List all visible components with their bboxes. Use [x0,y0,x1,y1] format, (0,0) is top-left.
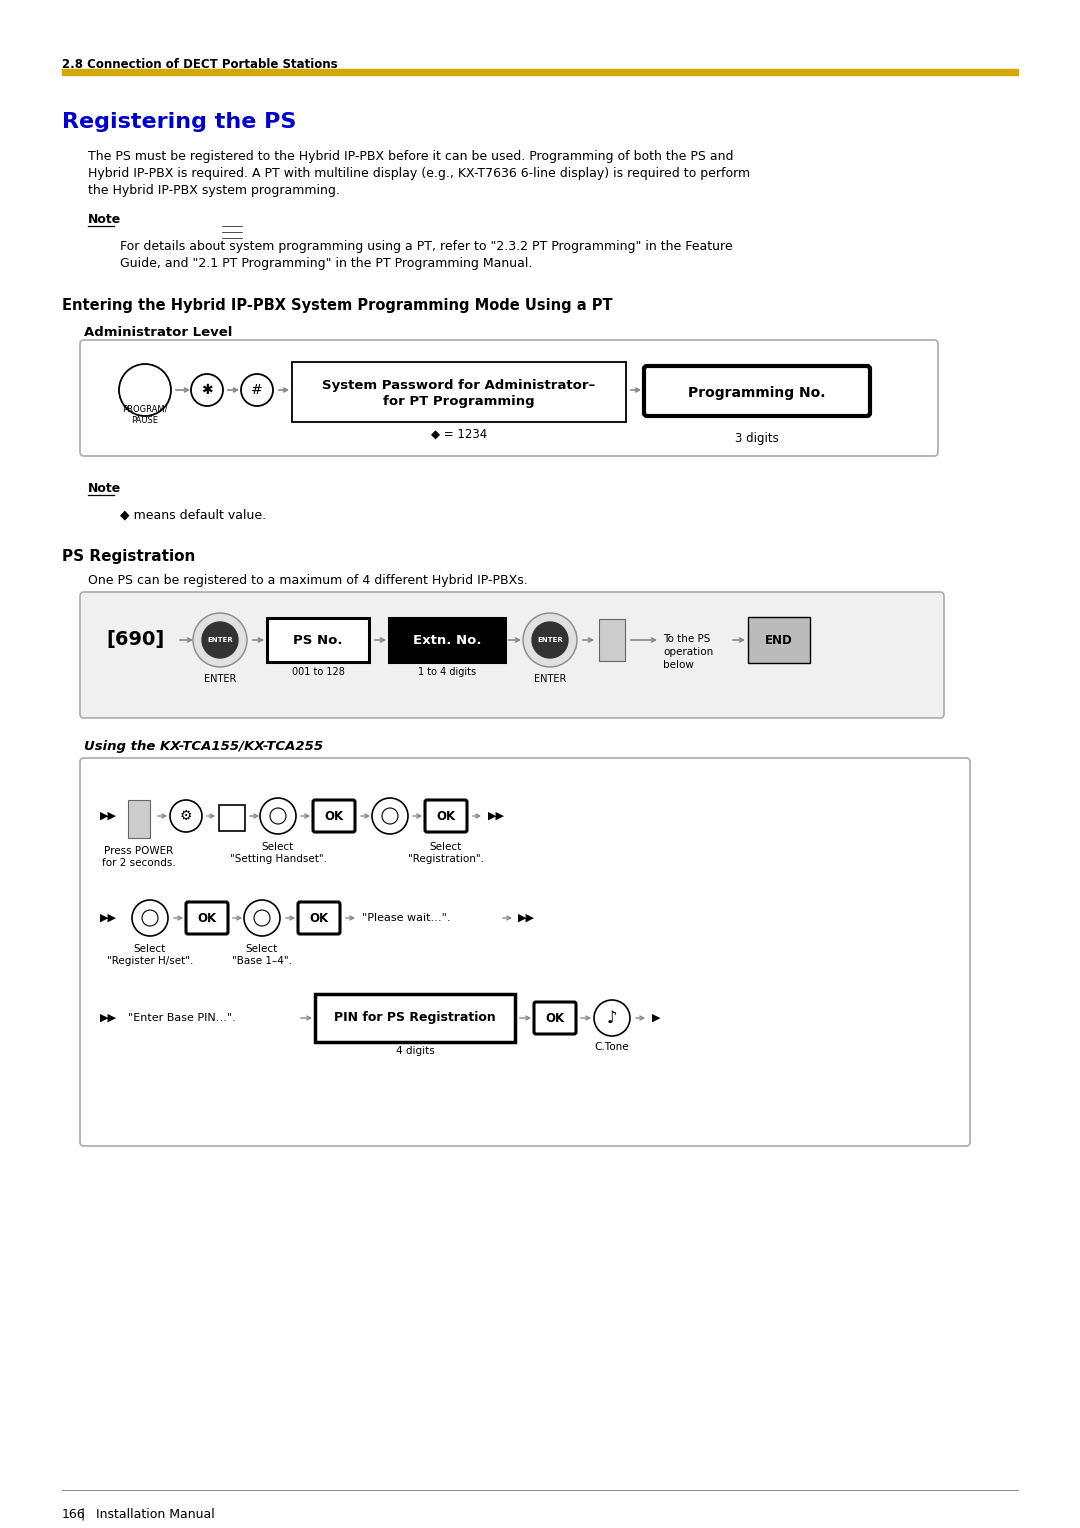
Text: To the PS
operation
below: To the PS operation below [663,634,713,669]
FancyBboxPatch shape [292,362,626,422]
Text: 4 digits: 4 digits [395,1047,434,1056]
Text: Note: Note [87,481,121,495]
Text: OK: OK [310,912,328,924]
Text: ▶▶: ▶▶ [518,914,535,923]
Circle shape [372,798,408,834]
Text: [690]: [690] [106,631,164,649]
Text: Select
"Setting Handset".: Select "Setting Handset". [229,842,326,865]
FancyBboxPatch shape [389,617,505,662]
Circle shape [532,622,568,659]
Text: Note: Note [87,212,121,226]
Text: for PT Programming: for PT Programming [383,396,535,408]
Text: Using the KX-TCA155/KX-TCA255: Using the KX-TCA155/KX-TCA255 [84,740,323,753]
Text: Registering the PS: Registering the PS [62,112,296,131]
Text: "Enter Base PIN…".: "Enter Base PIN…". [129,1013,235,1024]
Circle shape [170,801,202,833]
Text: Guide, and "2.1 PT Programming" in the PT Programming Manual.: Guide, and "2.1 PT Programming" in the P… [120,257,532,270]
Text: PROGRAM/
PAUSE: PROGRAM/ PAUSE [122,405,167,425]
Circle shape [241,374,273,406]
Circle shape [254,911,270,926]
Circle shape [132,900,168,937]
Text: Administrator Level: Administrator Level [84,325,232,339]
Text: ♪: ♪ [607,1008,618,1027]
Circle shape [594,999,630,1036]
Text: ▶▶: ▶▶ [100,914,117,923]
Text: 3 digits: 3 digits [735,432,779,445]
Circle shape [202,622,238,659]
Text: PS Registration: PS Registration [62,549,195,564]
FancyBboxPatch shape [267,617,369,662]
Text: OK: OK [545,1012,565,1024]
Text: ENTER: ENTER [207,637,233,643]
Text: System Password for Administrator–: System Password for Administrator– [322,379,596,393]
Text: Installation Manual: Installation Manual [96,1508,215,1520]
Text: Extn. No.: Extn. No. [413,634,482,646]
Text: the Hybrid IP-PBX system programming.: the Hybrid IP-PBX system programming. [87,183,340,197]
Text: OK: OK [198,912,217,924]
FancyBboxPatch shape [298,902,340,934]
Circle shape [244,900,280,937]
Text: Select
"Register H/set".: Select "Register H/set". [107,944,193,966]
Text: END: END [765,634,793,646]
Circle shape [382,808,399,824]
FancyBboxPatch shape [644,367,870,416]
Circle shape [141,911,158,926]
Text: For details about system programming using a PT, refer to "2.3.2 PT Programming": For details about system programming usi… [120,240,732,254]
Text: Programming No.: Programming No. [688,387,826,400]
FancyBboxPatch shape [80,591,944,718]
Text: Press POWER
for 2 seconds.: Press POWER for 2 seconds. [103,847,176,868]
FancyBboxPatch shape [534,1002,576,1034]
FancyBboxPatch shape [313,801,355,833]
Text: OK: OK [324,810,343,822]
FancyBboxPatch shape [426,801,467,833]
Circle shape [191,374,222,406]
Text: ENTER: ENTER [534,674,566,685]
Text: ENTER: ENTER [537,637,563,643]
Circle shape [193,613,247,668]
Text: |: | [80,1508,84,1520]
Text: ◆ = 1234: ◆ = 1234 [431,428,487,442]
Text: Select
"Base 1–4".: Select "Base 1–4". [232,944,292,966]
Text: Hybrid IP-PBX is required. A PT with multiline display (e.g., KX-T7636 6-line di: Hybrid IP-PBX is required. A PT with mul… [87,167,751,180]
Text: OK: OK [436,810,456,822]
FancyBboxPatch shape [315,995,515,1042]
FancyBboxPatch shape [748,617,810,663]
FancyBboxPatch shape [186,902,228,934]
Circle shape [270,808,286,824]
Text: ENTER: ENTER [204,674,237,685]
Text: ▶▶: ▶▶ [488,811,505,821]
Circle shape [119,364,171,416]
Text: "Please wait…".: "Please wait…". [362,914,450,923]
Text: C.Tone: C.Tone [595,1042,630,1051]
Text: ✱: ✱ [201,384,213,397]
Text: ▶▶: ▶▶ [100,811,117,821]
Bar [599,619,625,662]
Text: The PS must be registered to the Hybrid IP-PBX before it can be used. Programmin: The PS must be registered to the Hybrid … [87,150,733,163]
Circle shape [260,798,296,834]
Text: ◆ means default value.: ◆ means default value. [120,507,266,521]
Text: PIN for PS Registration: PIN for PS Registration [334,1012,496,1024]
Text: ⚙: ⚙ [179,808,192,824]
Text: 2.8 Connection of DECT Portable Stations: 2.8 Connection of DECT Portable Stations [62,58,338,70]
FancyBboxPatch shape [80,341,939,455]
Text: 166: 166 [62,1508,85,1520]
Bar [129,801,150,837]
Text: Select
"Registration".: Select "Registration". [408,842,484,865]
Text: #: # [252,384,262,397]
Text: 1 to 4 digits: 1 to 4 digits [418,668,476,677]
Text: 001 to 128: 001 to 128 [292,668,345,677]
FancyBboxPatch shape [80,758,970,1146]
Text: Entering the Hybrid IP-PBX System Programming Mode Using a PT: Entering the Hybrid IP-PBX System Progra… [62,298,612,313]
Circle shape [523,613,577,668]
Text: PS No.: PS No. [294,634,342,646]
Text: ▶▶: ▶▶ [100,1013,117,1024]
FancyBboxPatch shape [219,805,245,831]
Text: One PS can be registered to a maximum of 4 different Hybrid IP-PBXs.: One PS can be registered to a maximum of… [87,575,528,587]
Bar [62,69,1018,75]
Text: ▶: ▶ [652,1013,661,1024]
